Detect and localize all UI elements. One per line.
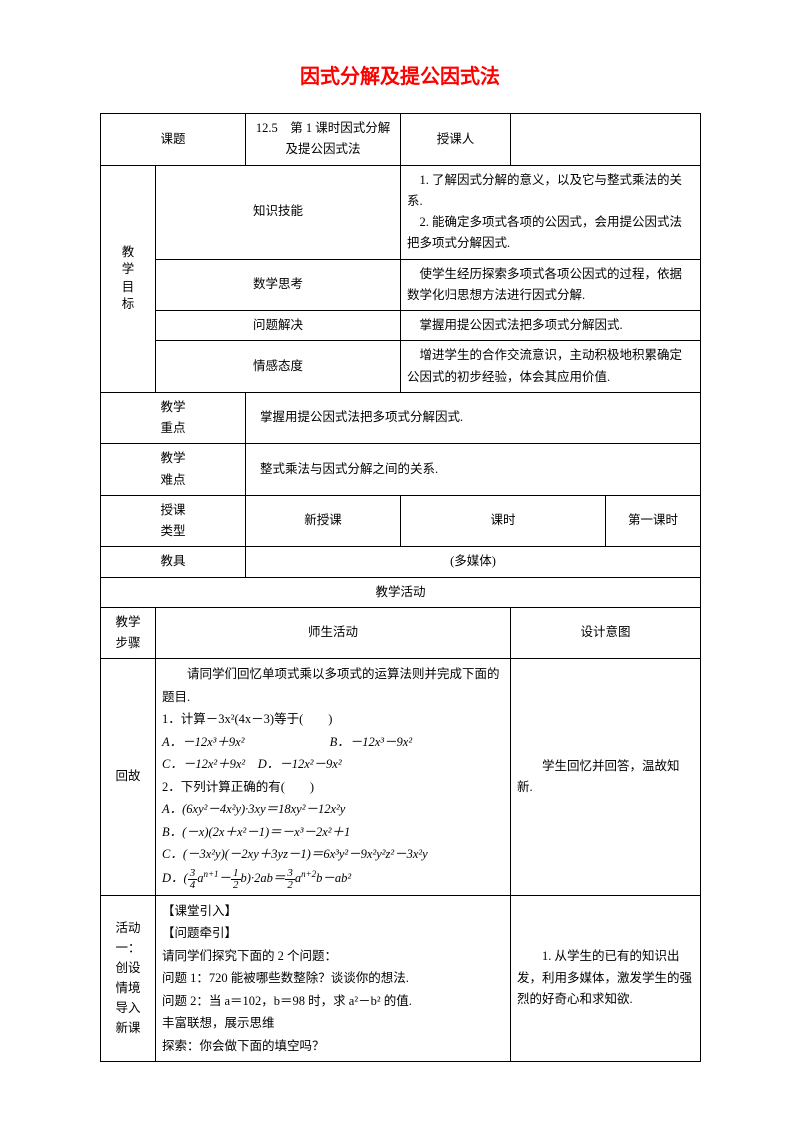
goals-vlabel: 教 学 目 标 <box>101 165 156 392</box>
goal-2-name: 数学思考 <box>156 259 401 311</box>
goal-2-text: 使学生经历探索多项式各项公因式的过程，依据数学化归思想方法进行因式分解. <box>401 259 701 311</box>
lessontype-value: 新授课 <box>246 495 401 547</box>
secA-label: 回故 <box>101 659 156 895</box>
goal-1-text: 1. 了解因式分解的意义，以及它与整式乘法的关系. 2. 能确定多项式各项的公因… <box>401 165 701 259</box>
teacher-label: 授课人 <box>401 114 511 166</box>
goal-4-name: 情感态度 <box>156 341 401 393</box>
teacher-value <box>511 114 701 166</box>
secA-body: 请同学们回忆单项式乘以多项式的运算法则并完成下面的题目. 1．计算－3x²(4x… <box>156 659 511 895</box>
period-label: 课时 <box>401 495 606 547</box>
topic-value: 12.5 第 1 课时因式分解及提公因式法 <box>246 114 401 166</box>
col-intent: 设计意图 <box>511 607 701 659</box>
lessontype-label: 授课 类型 <box>101 495 246 547</box>
lesson-plan-table: 课题 12.5 第 1 课时因式分解及提公因式法 授课人 教 学 目 标 知识技… <box>100 113 701 1062</box>
secB-body: 【课堂引入】 【问题牵引】 请同学们探究下面的 2 个问题： 问题 1：720 … <box>156 895 511 1062</box>
page-title: 因式分解及提公因式法 <box>100 60 700 89</box>
secA-q2d: D．(34an+1－12b)·2ab＝32an+2b－ab² <box>162 866 504 891</box>
goal-3-text: 掌握用提公因式法把多项式分解因式. <box>401 311 701 341</box>
tools-value: (多媒体) <box>246 547 701 577</box>
goal-3-name: 问题解决 <box>156 311 401 341</box>
difficulty-text: 整式乘法与因式分解之间的关系. <box>246 444 701 496</box>
secB-intent: 1. 从学生的已有的知识出发，利用多媒体，激发学生的强烈的好奇心和求知欲. <box>511 895 701 1062</box>
col-activity: 师生活动 <box>156 607 511 659</box>
period-value: 第一课时 <box>606 495 701 547</box>
col-step: 教学 步骤 <box>101 607 156 659</box>
goal-1-name: 知识技能 <box>156 165 401 259</box>
secB-label: 活动 一： 创设 情境 导入 新课 <box>101 895 156 1062</box>
activity-header: 教学活动 <box>101 577 701 607</box>
goal-4-text: 增进学生的合作交流意识，主动积极地积累确定公因式的初步经验，体会其应用价值. <box>401 341 701 393</box>
keypoint-text: 掌握用提公因式法把多项式分解因式. <box>246 392 701 444</box>
topic-label: 课题 <box>101 114 246 166</box>
secA-intent: 学生回忆并回答，温故知新. <box>511 659 701 895</box>
difficulty-label: 教学 难点 <box>101 444 246 496</box>
tools-label: 教具 <box>101 547 246 577</box>
keypoint-label: 教学 重点 <box>101 392 246 444</box>
